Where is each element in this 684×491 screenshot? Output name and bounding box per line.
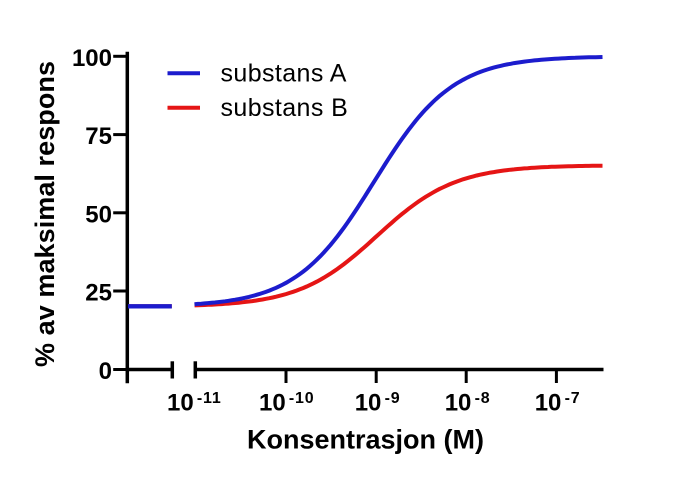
svg-text:substans B: substans B [221,94,349,122]
svg-text:% av maksimal respons: % av maksimal respons [30,61,60,367]
svg-text:0: 0 [99,358,112,385]
svg-text:100: 100 [72,45,112,72]
svg-text:50: 50 [85,201,112,228]
svg-text:Konsentrasjon (M): Konsentrasjon (M) [247,424,484,454]
svg-text:10-7: 10 -7 [535,390,581,417]
svg-text:25: 25 [85,280,112,307]
svg-text:substans A: substans A [221,60,347,88]
svg-text:75: 75 [85,123,112,150]
